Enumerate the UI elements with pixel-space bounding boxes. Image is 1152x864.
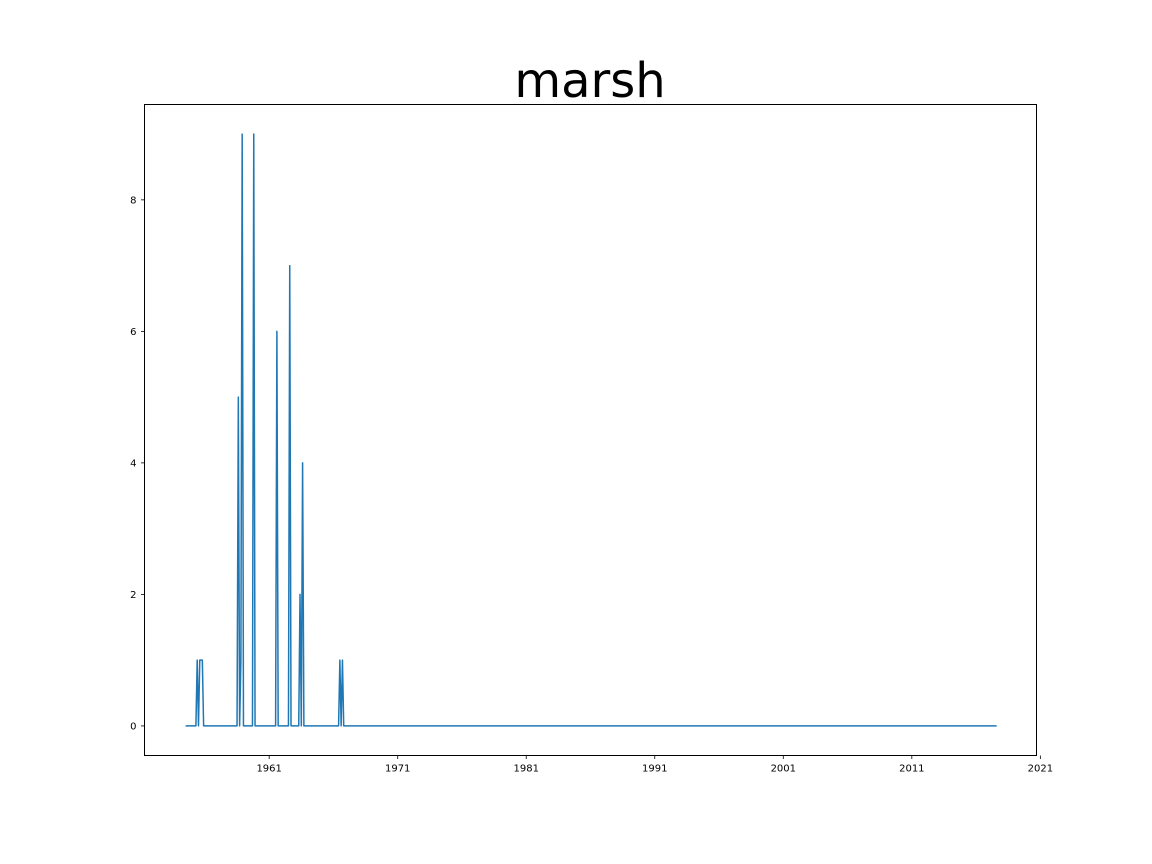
y-tick-label: 0	[130, 721, 136, 732]
x-tick-label: 1971	[385, 764, 410, 775]
x-tick-label: 2021	[1028, 764, 1053, 775]
y-tick-label: 2	[130, 590, 136, 601]
x-tick-label: 1981	[514, 764, 539, 775]
x-axis: 1961 1971 1981 1991 2001 2011 2021	[256, 755, 1053, 775]
y-tick-label: 6	[130, 327, 136, 338]
y-axis: 0 2 4 6 8	[130, 195, 145, 732]
series-line-0	[185, 133, 997, 727]
x-tick-label: 2011	[899, 764, 924, 775]
x-tick-label: 1991	[642, 764, 667, 775]
y-tick-label: 8	[130, 195, 136, 206]
x-tick-label: 2001	[771, 764, 796, 775]
x-tick-label: 1961	[256, 764, 281, 775]
plot-frame	[144, 104, 1037, 756]
y-tick-label: 4	[130, 458, 136, 469]
chart-title: marsh	[514, 53, 665, 109]
